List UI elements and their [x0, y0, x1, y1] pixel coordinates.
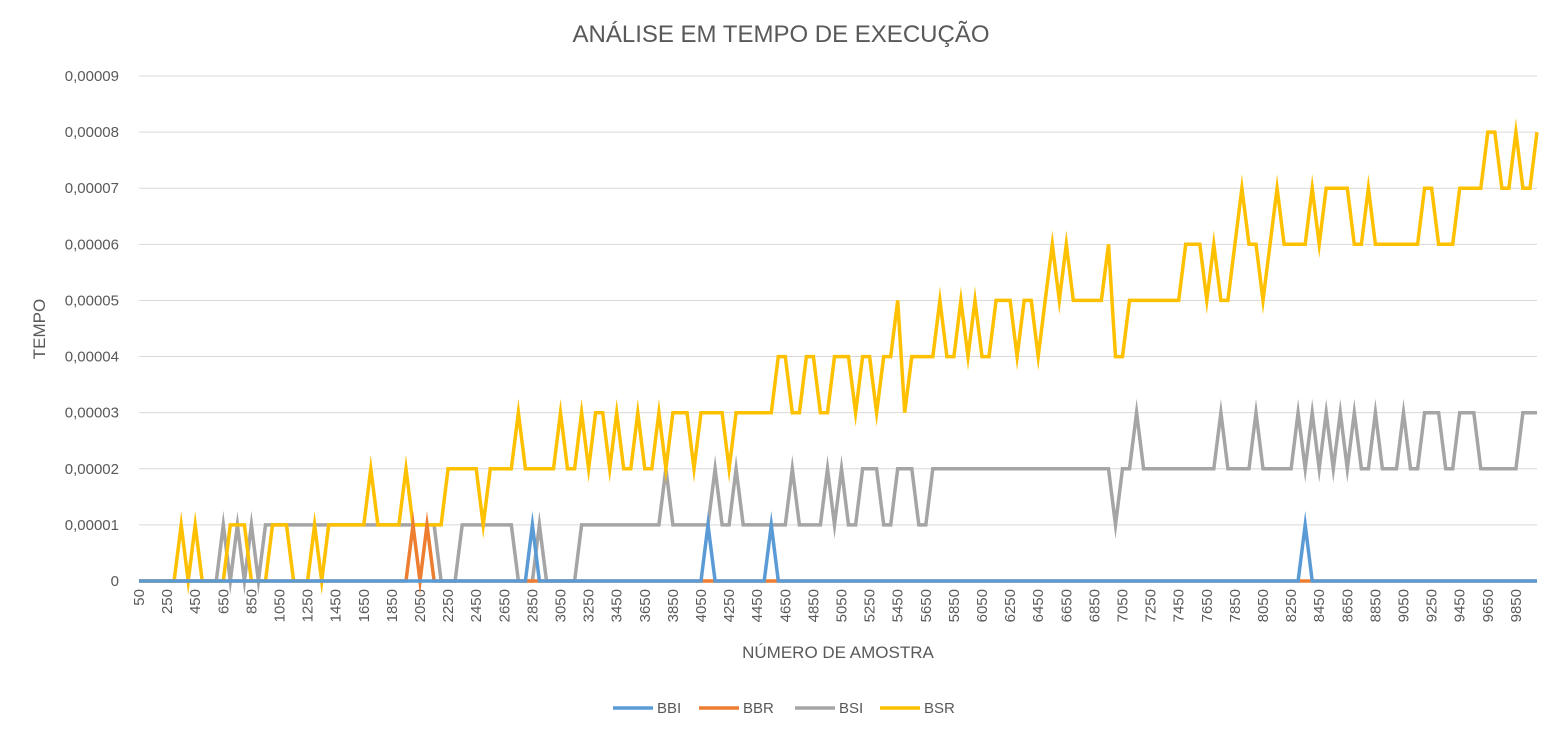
legend-item-bsi: BSI: [795, 700, 863, 717]
y-tick-label: 0,00001: [65, 517, 119, 534]
legend-label: BBI: [657, 700, 681, 717]
x-tick-label: 6650: [1058, 589, 1075, 622]
x-tick-label: 7050: [1115, 589, 1132, 622]
x-tick-label: 4050: [693, 589, 710, 622]
x-tick-label: 8850: [1367, 589, 1384, 622]
y-tick-label: 0: [111, 573, 119, 590]
x-tick-label: 450: [187, 589, 204, 614]
x-tick-label: 7850: [1227, 589, 1244, 622]
x-tick-label: 5050: [834, 589, 851, 622]
x-tick-label: 8650: [1339, 589, 1356, 622]
x-tick-label: 3050: [553, 589, 570, 622]
legend: BBI BBR BSI BSR: [613, 700, 955, 717]
legend-item-bsr: BSR: [880, 700, 955, 717]
x-tick-label: 7250: [1143, 589, 1160, 622]
x-axis-ticks: 50 250 450 650 850 1050 1250 1450 1650 1850 2050 22…: [131, 589, 1525, 622]
x-tick-label: 9050: [1396, 589, 1413, 622]
y-axis-title: TEMPO: [30, 299, 49, 359]
y-tick-label: 0,00007: [65, 180, 119, 197]
x-tick-label: 9450: [1452, 589, 1469, 622]
x-tick-label: 4650: [777, 589, 794, 622]
x-tick-label: 6250: [1002, 589, 1019, 622]
legend-item-bbi: BBI: [613, 700, 681, 717]
x-tick-label: 9850: [1508, 589, 1525, 622]
x-tick-label: 4250: [721, 589, 738, 622]
y-tick-label: 0,00005: [65, 292, 119, 309]
x-tick-label: 1650: [356, 589, 373, 622]
x-tick-label: 650: [215, 589, 232, 614]
x-tick-label: 5850: [946, 589, 963, 622]
legend-label: BSR: [924, 700, 955, 717]
x-tick-label: 5250: [862, 589, 879, 622]
x-axis-title: NÚMERO DE AMOSTRA: [742, 643, 934, 662]
y-axis-ticks: 0 0,00001 0,00002 0,00003 0,00004 0,00005 0,00…: [65, 68, 119, 590]
x-tick-label: 5450: [890, 589, 907, 622]
x-tick-label: 8250: [1283, 589, 1300, 622]
series-line-bsr: [139, 117, 1539, 596]
x-tick-label: 2450: [468, 589, 485, 622]
x-tick-label: 5650: [918, 589, 935, 622]
x-tick-label: 4450: [749, 589, 766, 622]
x-tick-label: 2050: [412, 589, 429, 622]
series-line-bbr: [139, 510, 1537, 596]
x-tick-label: 2250: [440, 589, 457, 622]
y-tick-label: 0,00002: [65, 461, 119, 478]
legend-item-bbr: BBR: [699, 700, 774, 717]
x-tick-label: 9650: [1480, 589, 1497, 622]
y-tick-label: 0,00003: [65, 405, 119, 422]
x-tick-label: 250: [159, 589, 176, 614]
x-tick-label: 50: [131, 589, 148, 606]
legend-label: BBR: [743, 700, 774, 717]
y-tick-label: 0,00006: [65, 236, 119, 253]
x-tick-label: 1050: [272, 589, 289, 622]
x-tick-label: 4850: [805, 589, 822, 622]
x-tick-label: 3650: [637, 589, 654, 622]
legend-label: BSI: [839, 700, 863, 717]
x-tick-label: 1450: [328, 589, 345, 622]
y-tick-label: 0,00009: [65, 68, 119, 85]
x-tick-label: 2650: [496, 589, 513, 622]
y-tick-label: 0,00008: [65, 124, 119, 141]
series-line-bsi: [139, 398, 1537, 596]
x-tick-label: 2850: [524, 589, 541, 622]
x-tick-label: 1250: [300, 589, 317, 622]
x-tick-label: 6450: [1030, 589, 1047, 622]
series-layer: [139, 117, 1539, 596]
x-tick-label: 3250: [581, 589, 598, 622]
x-tick-label: 3450: [609, 589, 626, 622]
x-tick-label: 3850: [665, 589, 682, 622]
x-tick-label: 7450: [1171, 589, 1188, 622]
series-line-bbi: [139, 510, 1537, 583]
x-tick-label: 6050: [974, 589, 991, 622]
x-tick-label: 9250: [1424, 589, 1441, 622]
chart-title: ANÁLISE EM TEMPO DE EXECUÇÃO: [573, 21, 990, 48]
x-tick-label: 7650: [1199, 589, 1216, 622]
x-tick-label: 1850: [384, 589, 401, 622]
gridlines: [139, 75, 1537, 526]
x-tick-label: 850: [243, 589, 260, 614]
y-tick-label: 0,00004: [65, 349, 119, 366]
x-tick-label: 8450: [1311, 589, 1328, 622]
x-tick-label: 8050: [1255, 589, 1272, 622]
x-tick-label: 6850: [1086, 589, 1103, 622]
